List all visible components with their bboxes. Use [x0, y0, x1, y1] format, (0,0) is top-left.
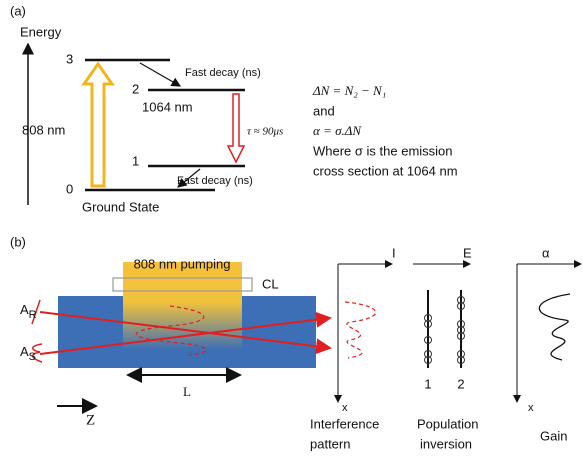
- beam-mark: [31, 299, 41, 325]
- column-label: 1: [424, 376, 431, 391]
- column-label: 2: [457, 376, 464, 391]
- panel-label: (a): [10, 3, 26, 18]
- laser-label: 1064 nm: [142, 99, 193, 114]
- panel-label: (b): [10, 234, 26, 249]
- decay-arrow: [177, 168, 201, 188]
- level-label: 3: [66, 51, 73, 66]
- cylindrical-lens: [112, 277, 253, 292]
- panel-b: (b) 808 nm pumping CL AR AS L Z I x Inte…: [10, 234, 582, 451]
- equation: Where σ is the emission: [313, 143, 453, 158]
- beam: [39, 311, 332, 355]
- laser-arrow: [226, 93, 246, 164]
- caption: Population: [417, 416, 478, 431]
- beam-mark: [32, 343, 43, 363]
- interference-profile: [344, 301, 377, 359]
- caption: Interference: [310, 416, 379, 431]
- level-label: 1: [132, 153, 139, 168]
- population-dots: [424, 296, 465, 364]
- lifetime-label: τ ≈ 90μs: [247, 126, 283, 138]
- beam-label: AR: [20, 302, 37, 320]
- interference-wave: [135, 305, 207, 357]
- decay-label: Fast decay (ns): [177, 175, 253, 187]
- decay-label: Fast decay (ns): [185, 67, 261, 79]
- axis-label: x: [342, 402, 348, 414]
- level-label: 2: [132, 81, 139, 96]
- axis-label: α: [542, 245, 550, 260]
- caption: inversion: [420, 436, 472, 451]
- level-label: 0: [66, 181, 73, 196]
- beam: [39, 311, 332, 355]
- caption: pattern: [310, 436, 350, 451]
- pump-arrow: [81, 61, 115, 188]
- length-label: L: [183, 384, 191, 399]
- decay-arrow: [139, 62, 182, 87]
- equation: cross section at 1064 nm: [313, 163, 458, 178]
- axis-label: I: [392, 245, 396, 260]
- axis-label: Energy: [20, 24, 62, 39]
- lens-label: CL: [262, 276, 279, 291]
- panel-a: (a) Energy 3 2 1 0 808 nm 1064 nm τ ≈ 90…: [10, 3, 458, 214]
- axis-label: x: [528, 402, 534, 414]
- pump-label: 808 nm: [22, 122, 65, 137]
- pump-label: 808 nm pumping: [134, 256, 231, 271]
- gain-profile: [538, 293, 571, 361]
- ground-state-label: Ground State: [82, 199, 159, 214]
- equation: ΔN = N₂ − N₁: [312, 83, 386, 98]
- equation: and: [313, 103, 335, 118]
- equation: α = σ.ΔN: [313, 123, 362, 138]
- axis-label: E: [463, 245, 472, 260]
- z-label: Z: [86, 412, 95, 428]
- beam-label: AS: [20, 344, 36, 362]
- caption: Gain: [540, 428, 567, 443]
